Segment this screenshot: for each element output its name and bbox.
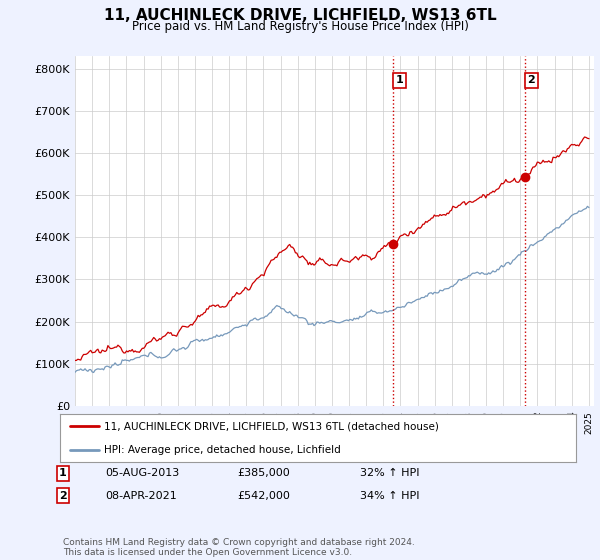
Text: £385,000: £385,000 <box>237 468 290 478</box>
Text: 32% ↑ HPI: 32% ↑ HPI <box>360 468 419 478</box>
Text: 1: 1 <box>396 76 404 86</box>
Text: 34% ↑ HPI: 34% ↑ HPI <box>360 491 419 501</box>
Text: 2: 2 <box>527 76 535 86</box>
Text: Contains HM Land Registry data © Crown copyright and database right 2024.
This d: Contains HM Land Registry data © Crown c… <box>63 538 415 557</box>
Text: HPI: Average price, detached house, Lichfield: HPI: Average price, detached house, Lich… <box>104 445 341 455</box>
Text: 11, AUCHINLECK DRIVE, LICHFIELD, WS13 6TL: 11, AUCHINLECK DRIVE, LICHFIELD, WS13 6T… <box>104 8 496 24</box>
Text: 08-APR-2021: 08-APR-2021 <box>105 491 177 501</box>
Text: Price paid vs. HM Land Registry's House Price Index (HPI): Price paid vs. HM Land Registry's House … <box>131 20 469 32</box>
Text: 11, AUCHINLECK DRIVE, LICHFIELD, WS13 6TL (detached house): 11, AUCHINLECK DRIVE, LICHFIELD, WS13 6T… <box>104 421 439 431</box>
Text: £542,000: £542,000 <box>237 491 290 501</box>
Text: 2: 2 <box>59 491 67 501</box>
Text: 05-AUG-2013: 05-AUG-2013 <box>105 468 179 478</box>
Text: 1: 1 <box>59 468 67 478</box>
